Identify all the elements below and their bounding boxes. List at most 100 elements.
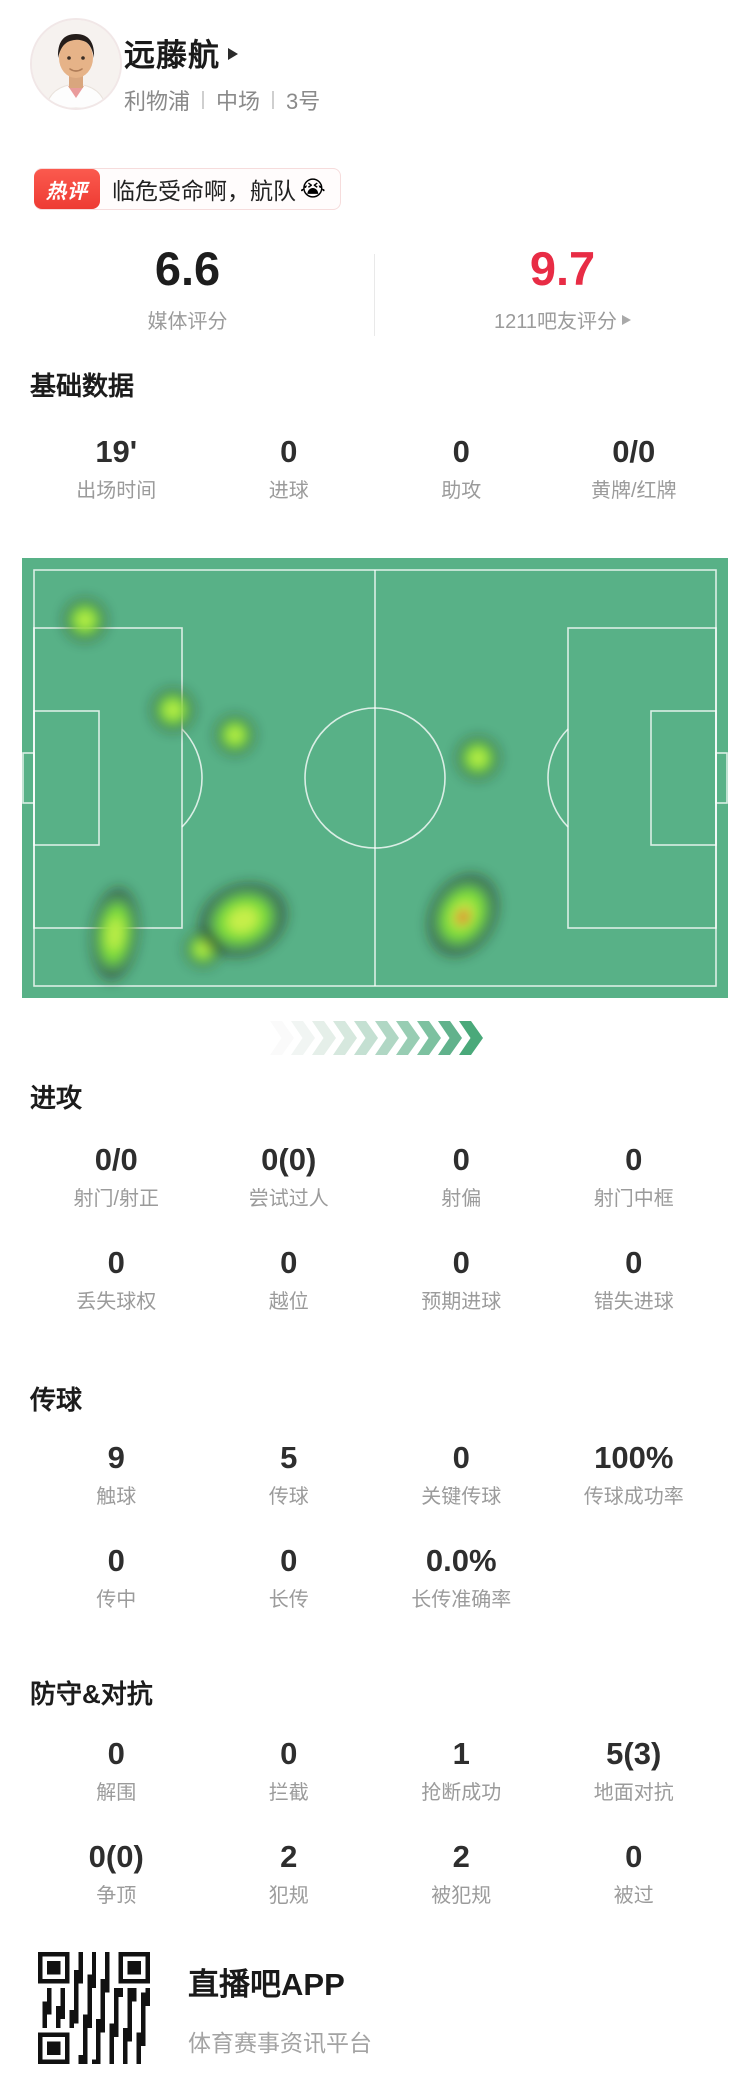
qr-module: [127, 1960, 142, 1975]
qr-module: [114, 2019, 119, 2024]
qr-module: [100, 1983, 106, 1988]
qr-module: [141, 2001, 146, 2006]
pitch-graphic: [22, 558, 728, 998]
player-name: 远藤航: [124, 38, 220, 73]
qr-module: [132, 1996, 137, 2002]
qr-module: [100, 1978, 106, 1984]
qr-module: [127, 2005, 133, 2011]
qr-module: [46, 2005, 52, 2011]
qr-module: [82, 2037, 88, 2042]
qr-module: [123, 2041, 128, 2047]
qr-module: [60, 1996, 65, 2002]
stat-value: 0(0): [261, 1142, 317, 1177]
qr-module: [145, 1987, 150, 1993]
heatmap-spots: [62, 597, 501, 982]
stat-value: 0: [452, 1142, 470, 1177]
pitch-lines: [22, 569, 728, 987]
qr-module: [87, 1996, 92, 2002]
qr-module: [100, 2023, 106, 2029]
qr-module: [46, 1960, 61, 1975]
qr-module: [42, 2023, 47, 2029]
stat-label: 错失进球: [593, 1291, 674, 1313]
qr-module: [109, 2037, 115, 2042]
qr-module: [105, 1969, 110, 1975]
heat-spot: [227, 727, 243, 743]
qr-module: [114, 1996, 119, 2002]
qr-module: [141, 2037, 146, 2042]
qr-module: [91, 1983, 97, 1988]
stat-label: 被犯规: [431, 1885, 492, 1907]
qr-module: [141, 1992, 146, 1997]
stat-value: 5(3): [606, 1736, 662, 1771]
qr-module: [114, 1992, 119, 1997]
qr-module: [105, 1956, 110, 1961]
chevron-arrow-icon: [333, 1021, 357, 1055]
stat-value: 0: [625, 1142, 643, 1177]
player-name-link[interactable]: 远藤航: [124, 30, 238, 75]
qr-module: [96, 2046, 101, 2051]
chevron-arrow-icon: [459, 1021, 483, 1055]
stat-value: 0: [107, 1543, 125, 1578]
stat-cell-预期进球: 0 预期进球: [375, 1245, 548, 1314]
qr-module: [127, 2010, 133, 2015]
hot-comment-text: 临危受命啊，航队: [112, 178, 296, 204]
heatmap-pitch: [22, 558, 728, 998]
qr-module: [96, 2037, 101, 2042]
stat-label: 长传: [268, 1589, 309, 1611]
qr-module: [127, 1992, 133, 1997]
qr-module: [141, 2010, 146, 2015]
qr-module: [91, 2059, 97, 2064]
stat-label: 被过: [613, 1885, 654, 1907]
qr-module: [141, 2032, 146, 2038]
qr-module: [105, 1983, 110, 1988]
qr-module: [105, 1952, 110, 1957]
stat-cell-传球成功率: 100% 传球成功率: [548, 1440, 721, 1509]
stat-value: 0/0: [612, 434, 656, 469]
qr-module: [100, 2019, 106, 2024]
qr-module: [118, 1987, 124, 1993]
stat-cell-传中: 0 传中: [30, 1543, 203, 1612]
stat-label: 传球: [268, 1486, 309, 1508]
qr-module: [42, 2005, 47, 2011]
qr-module: [141, 2014, 146, 2020]
qr-module: [78, 1965, 83, 1970]
stat-label: 射门中框: [593, 1188, 674, 1210]
qr-module: [109, 2032, 115, 2038]
qr-module: [82, 2028, 88, 2033]
chevron-arrow-icon: [270, 1021, 294, 1055]
stat-value: 0: [625, 1839, 643, 1874]
qr-module: [60, 2005, 65, 2011]
qr-module: [82, 2050, 88, 2056]
hot-comment-pill[interactable]: 热评 临危受命啊，航队 😭: [34, 168, 341, 210]
qr-module: [46, 1996, 52, 2002]
qr-module: [123, 2050, 128, 2056]
stat-cell-争顶: 0(0) 争顶: [30, 1839, 203, 1908]
qr-module: [87, 2010, 92, 2015]
stat-cell-出场时间: 19' 出场时间: [30, 434, 203, 503]
stat-cell-射门中框: 0 射门中框: [548, 1142, 721, 1211]
qr-module: [87, 2019, 92, 2024]
player-avatar[interactable]: [30, 18, 122, 110]
qr-module: [100, 2028, 106, 2033]
stat-value: 0(0): [88, 1839, 144, 1874]
meta-divider: [202, 91, 205, 109]
qr-module: [91, 1956, 97, 1961]
qr-module: [118, 1992, 124, 1997]
stat-value: 0/0: [94, 1142, 138, 1177]
heat-spot: [227, 906, 259, 934]
qr-module: [82, 2023, 88, 2029]
name-arrow-icon: [228, 47, 238, 60]
stat-value: 1: [452, 1736, 470, 1771]
qr-module: [141, 2023, 146, 2029]
attack-direction-arrows: [0, 1021, 750, 1055]
fans-rating[interactable]: 9.7 1211吧友评分: [375, 244, 750, 344]
qr-module: [127, 2032, 133, 2038]
ratings-divider: [374, 254, 375, 336]
qr-module: [136, 2037, 142, 2042]
stat-cell-射偏: 0 射偏: [375, 1142, 548, 1211]
qr-module: [109, 2023, 115, 2029]
stat-grid-basic: 19' 出场时间 0 进球 0 助攻 0/0 黄牌/红牌: [30, 434, 720, 503]
stat-label: 解围: [96, 1782, 137, 1804]
qr-module: [105, 1987, 110, 1993]
